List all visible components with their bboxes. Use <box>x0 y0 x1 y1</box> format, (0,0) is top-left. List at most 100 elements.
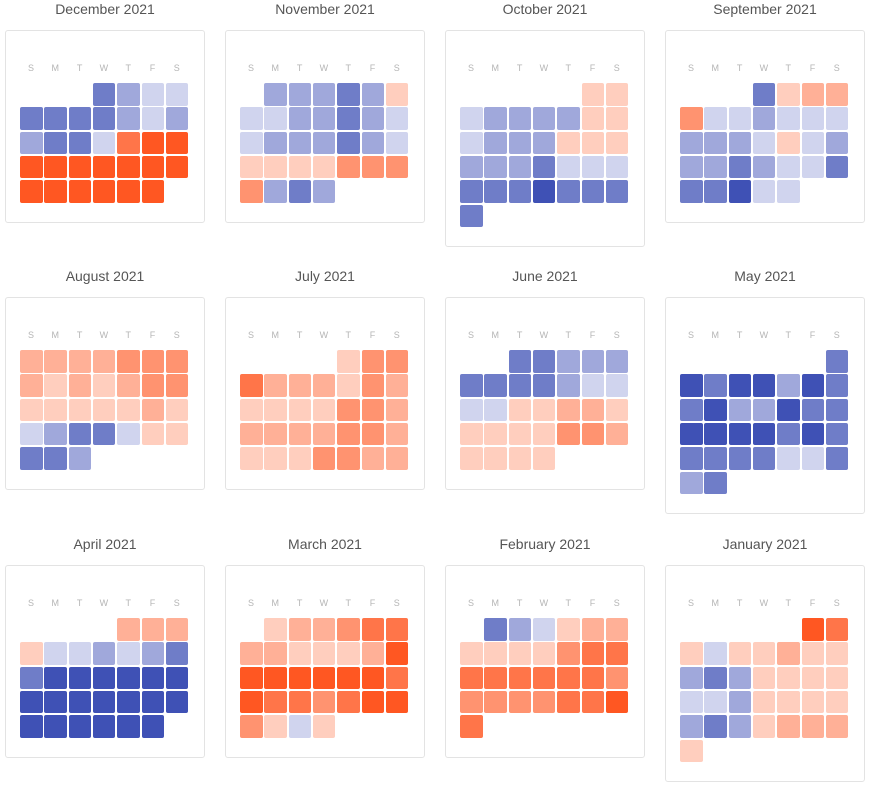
day-cell[interactable] <box>605 155 629 179</box>
day-cell[interactable] <box>288 83 312 106</box>
day-cell[interactable] <box>361 422 384 446</box>
day-cell[interactable] <box>312 398 336 422</box>
day-cell[interactable] <box>484 618 507 641</box>
day-cell[interactable] <box>825 447 849 470</box>
day-cell[interactable] <box>532 180 556 203</box>
day-cell[interactable] <box>337 374 360 397</box>
day-cell[interactable] <box>508 618 532 641</box>
day-cell[interactable] <box>825 666 849 690</box>
day-cell[interactable] <box>44 374 67 397</box>
day-cell[interactable] <box>312 447 336 470</box>
day-cell[interactable] <box>532 155 556 179</box>
day-cell[interactable] <box>337 666 360 690</box>
day-cell[interactable] <box>141 374 164 397</box>
day-cell[interactable] <box>605 690 629 714</box>
day-cell[interactable] <box>460 690 483 714</box>
day-cell[interactable] <box>752 374 776 397</box>
day-cell[interactable] <box>484 666 507 690</box>
day-cell[interactable] <box>825 690 849 714</box>
day-cell[interactable] <box>728 155 752 179</box>
day-cell[interactable] <box>240 666 263 690</box>
day-cell[interactable] <box>361 155 384 179</box>
day-cell[interactable] <box>240 715 263 738</box>
day-cell[interactable] <box>557 107 580 130</box>
day-cell[interactable] <box>141 666 164 690</box>
day-cell[interactable] <box>752 715 776 738</box>
day-cell[interactable] <box>385 447 409 470</box>
day-cell[interactable] <box>777 83 800 106</box>
day-cell[interactable] <box>484 131 507 155</box>
day-cell[interactable] <box>337 642 360 665</box>
day-cell[interactable] <box>240 690 263 714</box>
day-cell[interactable] <box>680 642 703 665</box>
day-cell[interactable] <box>165 350 189 373</box>
day-cell[interactable] <box>581 422 604 446</box>
day-cell[interactable] <box>605 350 629 373</box>
day-cell[interactable] <box>605 618 629 641</box>
day-cell[interactable] <box>605 83 629 106</box>
day-cell[interactable] <box>92 180 116 203</box>
day-cell[interactable] <box>92 131 116 155</box>
day-cell[interactable] <box>361 350 384 373</box>
day-cell[interactable] <box>484 398 507 422</box>
day-cell[interactable] <box>484 374 507 397</box>
day-cell[interactable] <box>117 422 140 446</box>
day-cell[interactable] <box>581 374 604 397</box>
day-cell[interactable] <box>581 618 604 641</box>
day-cell[interactable] <box>68 374 92 397</box>
day-cell[interactable] <box>680 180 703 203</box>
day-cell[interactable] <box>264 107 287 130</box>
day-cell[interactable] <box>704 422 727 446</box>
day-cell[interactable] <box>264 618 287 641</box>
day-cell[interactable] <box>680 715 703 738</box>
day-cell[interactable] <box>288 715 312 738</box>
day-cell[interactable] <box>117 350 140 373</box>
day-cell[interactable] <box>752 447 776 470</box>
day-cell[interactable] <box>704 131 727 155</box>
day-cell[interactable] <box>68 107 92 130</box>
day-cell[interactable] <box>385 666 409 690</box>
day-cell[interactable] <box>777 398 800 422</box>
day-cell[interactable] <box>141 180 164 203</box>
day-cell[interactable] <box>141 107 164 130</box>
day-cell[interactable] <box>801 155 824 179</box>
day-cell[interactable] <box>264 447 287 470</box>
day-cell[interactable] <box>728 422 752 446</box>
day-cell[interactable] <box>117 715 140 738</box>
day-cell[interactable] <box>312 155 336 179</box>
day-cell[interactable] <box>165 618 189 641</box>
day-cell[interactable] <box>825 422 849 446</box>
day-cell[interactable] <box>288 155 312 179</box>
day-cell[interactable] <box>508 107 532 130</box>
day-cell[interactable] <box>825 107 849 130</box>
day-cell[interactable] <box>508 155 532 179</box>
day-cell[interactable] <box>605 107 629 130</box>
day-cell[interactable] <box>240 642 263 665</box>
day-cell[interactable] <box>532 374 556 397</box>
day-cell[interactable] <box>361 83 384 106</box>
day-cell[interactable] <box>581 690 604 714</box>
day-cell[interactable] <box>508 131 532 155</box>
day-cell[interactable] <box>508 447 532 470</box>
day-cell[interactable] <box>337 350 360 373</box>
day-cell[interactable] <box>240 374 263 397</box>
day-cell[interactable] <box>361 618 384 641</box>
day-cell[interactable] <box>777 642 800 665</box>
day-cell[interactable] <box>460 447 483 470</box>
day-cell[interactable] <box>117 374 140 397</box>
day-cell[interactable] <box>92 350 116 373</box>
day-cell[interactable] <box>240 398 263 422</box>
day-cell[interactable] <box>704 447 727 470</box>
day-cell[interactable] <box>44 642 67 665</box>
day-cell[interactable] <box>777 690 800 714</box>
day-cell[interactable] <box>92 155 116 179</box>
day-cell[interactable] <box>92 422 116 446</box>
day-cell[interactable] <box>825 618 849 641</box>
day-cell[interactable] <box>68 447 92 470</box>
day-cell[interactable] <box>581 350 604 373</box>
day-cell[interactable] <box>117 618 140 641</box>
day-cell[interactable] <box>312 83 336 106</box>
day-cell[interactable] <box>288 374 312 397</box>
day-cell[interactable] <box>557 350 580 373</box>
day-cell[interactable] <box>68 642 92 665</box>
